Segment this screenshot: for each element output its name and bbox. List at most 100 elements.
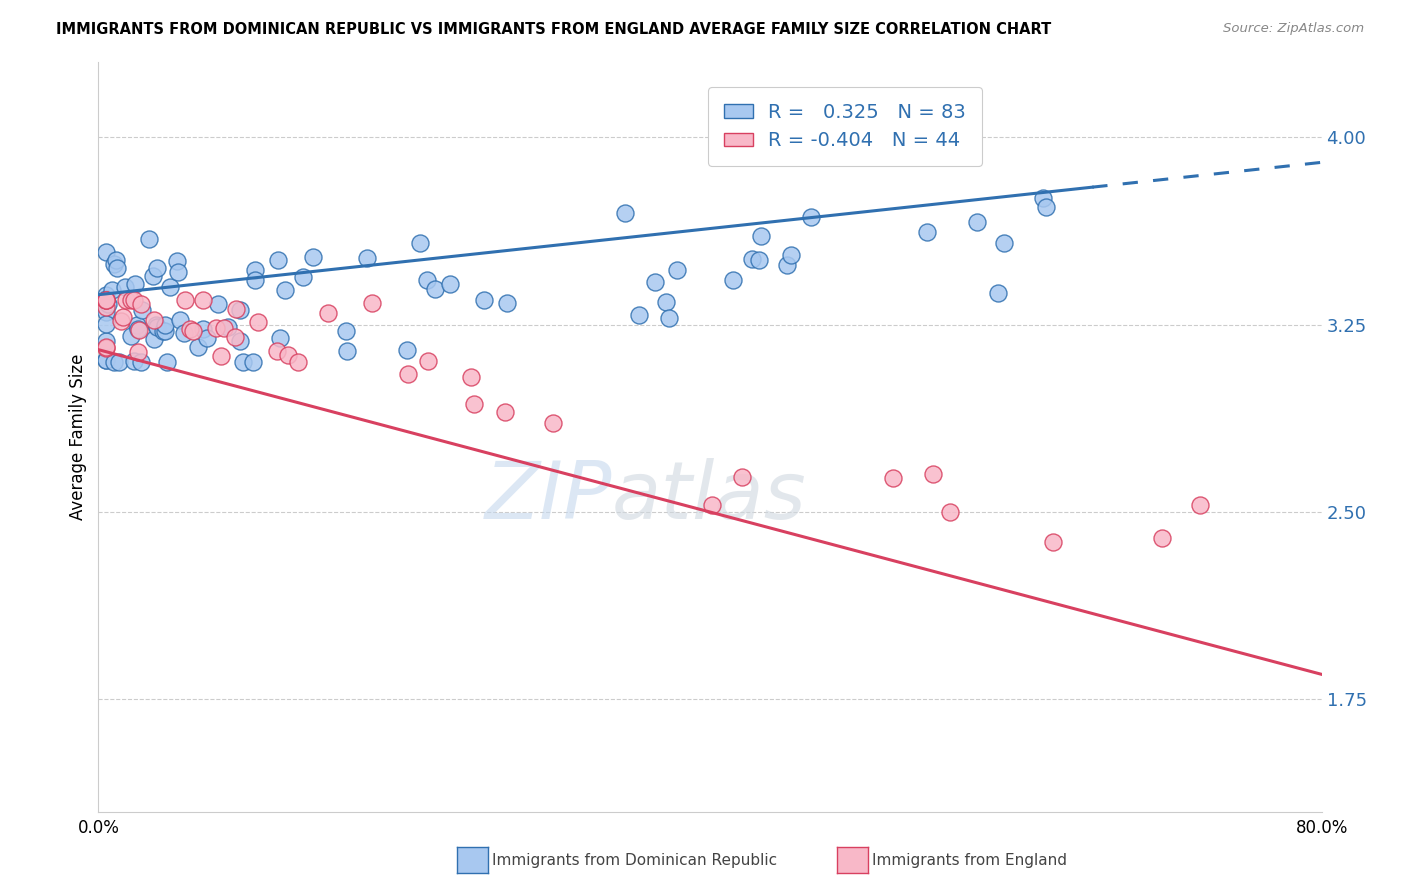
Point — [122, 354, 145, 368]
Point — [541, 416, 564, 430]
Point — [776, 258, 799, 272]
Point — [193, 322, 215, 336]
Point — [181, 324, 204, 338]
Point — [243, 263, 266, 277]
Point — [644, 275, 666, 289]
Point — [302, 250, 325, 264]
Point — [100, 283, 122, 297]
Point — [205, 321, 228, 335]
Point — [179, 322, 201, 336]
Point — [409, 236, 432, 251]
Point — [749, 229, 772, 244]
Point — [125, 318, 148, 332]
Point — [146, 261, 169, 276]
Y-axis label: Average Family Size: Average Family Size — [69, 354, 87, 520]
Point — [463, 397, 485, 411]
Text: Immigrants from England: Immigrants from England — [872, 854, 1067, 868]
Point — [396, 368, 419, 382]
Point — [628, 309, 651, 323]
Point — [155, 318, 177, 332]
Point — [114, 293, 136, 307]
Point — [360, 296, 382, 310]
Point — [423, 282, 446, 296]
Point — [915, 225, 938, 239]
Point — [145, 318, 167, 332]
Point — [159, 280, 181, 294]
Point — [292, 270, 315, 285]
Point — [274, 283, 297, 297]
Point — [127, 322, 149, 336]
Point — [748, 252, 770, 267]
Point — [209, 349, 232, 363]
Point — [187, 340, 209, 354]
Point — [702, 498, 724, 512]
Point — [356, 251, 378, 265]
Point — [128, 323, 150, 337]
Point — [94, 341, 117, 355]
Point — [731, 470, 754, 484]
Point — [94, 293, 117, 307]
Point — [94, 317, 117, 331]
Point — [153, 324, 176, 338]
Point — [229, 303, 252, 318]
Point — [129, 355, 152, 369]
Point — [246, 315, 269, 329]
Point — [496, 296, 519, 310]
Legend: R =   0.325   N = 83, R = -0.404   N = 44: R = 0.325 N = 83, R = -0.404 N = 44 — [709, 87, 981, 166]
Point — [993, 236, 1015, 251]
Point — [228, 334, 250, 348]
Point — [266, 252, 288, 267]
Point — [800, 211, 823, 225]
Point — [129, 297, 152, 311]
Point — [108, 355, 131, 369]
Point — [94, 353, 117, 368]
Point — [127, 344, 149, 359]
Point — [335, 325, 357, 339]
Point — [114, 280, 136, 294]
Point — [110, 314, 132, 328]
Point — [94, 244, 117, 259]
Point — [396, 343, 419, 357]
Point — [666, 263, 689, 277]
Point — [494, 405, 516, 419]
Point — [336, 344, 359, 359]
Point — [242, 355, 264, 369]
Point — [169, 313, 191, 327]
Point — [1032, 191, 1054, 205]
Point — [94, 305, 117, 319]
Point — [156, 355, 179, 369]
Point — [780, 248, 803, 262]
Point — [266, 343, 288, 358]
Point — [94, 292, 117, 306]
Point — [232, 355, 254, 369]
Point — [166, 265, 188, 279]
Point — [94, 334, 117, 348]
Point — [1042, 535, 1064, 549]
Point — [120, 328, 142, 343]
Point — [721, 273, 744, 287]
Point — [243, 273, 266, 287]
Point — [939, 505, 962, 519]
Point — [654, 295, 676, 310]
Point — [120, 293, 142, 307]
Point — [105, 252, 128, 267]
Point — [987, 286, 1010, 301]
Point — [882, 471, 904, 485]
Point — [191, 293, 214, 307]
Point — [966, 214, 988, 228]
Point — [103, 355, 125, 369]
Point — [922, 467, 945, 481]
Point — [152, 324, 174, 338]
Point — [142, 268, 165, 283]
Point — [439, 277, 461, 291]
Point — [142, 313, 165, 327]
Point — [474, 293, 496, 307]
Point — [225, 302, 247, 317]
Point — [105, 260, 128, 275]
Point — [112, 310, 135, 324]
Point — [277, 348, 299, 362]
Point — [214, 320, 236, 334]
Point — [1188, 498, 1211, 512]
Point — [1035, 200, 1057, 214]
Point — [173, 293, 195, 307]
